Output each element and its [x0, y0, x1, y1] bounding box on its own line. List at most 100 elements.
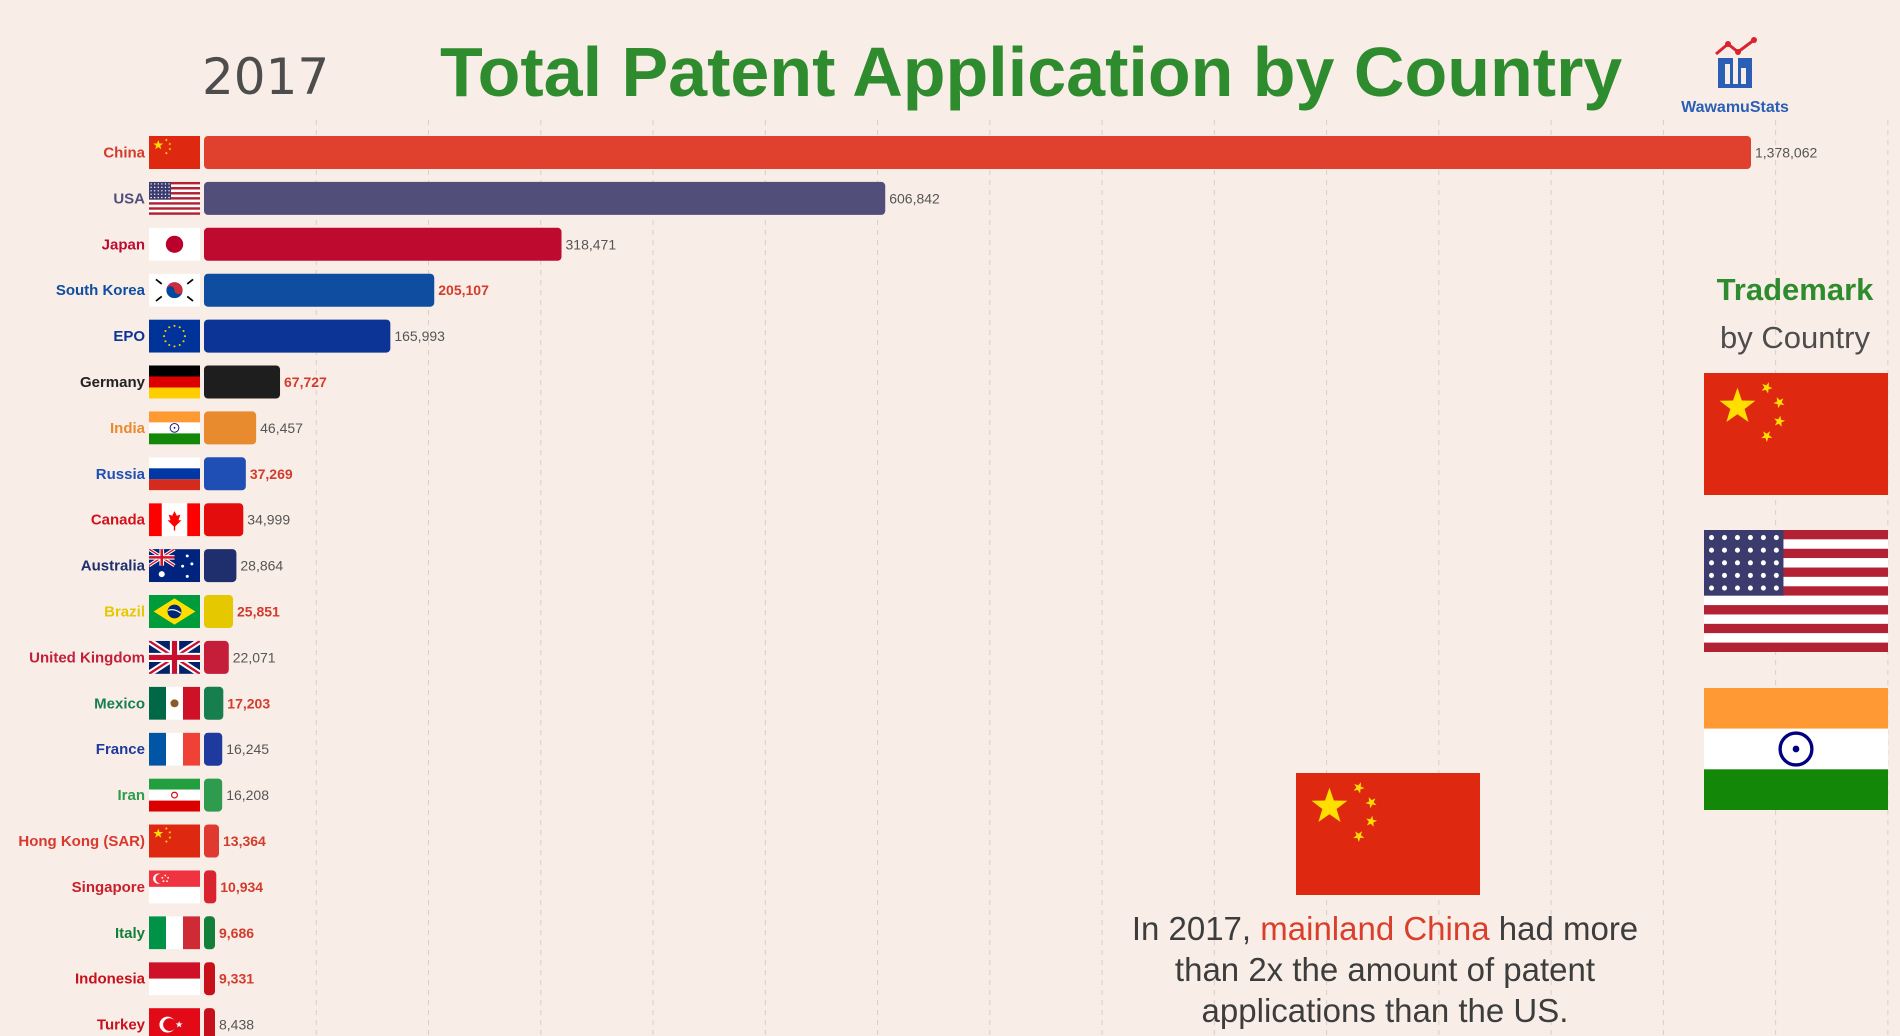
flag-canada-icon: [149, 503, 200, 537]
annotation-caption: In 2017, mainland China had more than 2x…: [1120, 908, 1650, 1031]
value-label: 165,993: [394, 328, 445, 344]
flag-russia-icon: [149, 457, 200, 491]
sidebar-flag-china: [1704, 373, 1888, 495]
value-label: 9,331: [219, 971, 254, 987]
bar-row: Canada 34,999: [91, 503, 290, 537]
year-label: 2017: [202, 48, 330, 106]
category-label: Brazil: [104, 604, 145, 621]
category-label: EPO: [113, 328, 145, 345]
bar: [204, 1008, 215, 1036]
bar: [204, 365, 281, 399]
category-label: Japan: [102, 236, 145, 253]
bar: [204, 549, 237, 583]
bar-row: Mexico 17,203: [94, 686, 270, 720]
flag-france-icon: [149, 732, 200, 766]
bar-row: Hong Kong (SAR) 13,364: [18, 824, 266, 858]
bar: [204, 778, 223, 812]
value-label: 25,851: [237, 604, 280, 620]
bar: [204, 411, 257, 445]
flag-germany-icon: [149, 365, 200, 399]
category-label: Turkey: [97, 1017, 146, 1034]
flag-iran-icon: [149, 778, 200, 812]
category-label: Italy: [115, 925, 146, 942]
value-label: 16,245: [226, 741, 269, 757]
bar: [204, 824, 220, 858]
value-label: 13,364: [223, 833, 266, 849]
value-label: 10,934: [220, 879, 263, 895]
value-label: 28,864: [240, 558, 283, 574]
bar-row: Turkey 8,438: [97, 1008, 254, 1036]
category-label: Singapore: [72, 879, 145, 896]
bar: [204, 962, 215, 996]
bar-row: Australia 28,864: [81, 549, 283, 583]
value-label: 16,208: [226, 787, 269, 803]
category-label: Indonesia: [75, 971, 146, 988]
caption-text-before: In 2017,: [1131, 910, 1261, 947]
bar-row: South Korea 205,107: [56, 273, 489, 307]
bar: [204, 916, 215, 950]
logo: WawamuStats: [1670, 36, 1800, 117]
bar: [204, 181, 886, 215]
sidebar-flag-usa: [1704, 530, 1888, 652]
logo-chart-icon: [1715, 37, 1757, 88]
bar: [204, 870, 217, 904]
bar-row: China 1,378,062: [103, 136, 1817, 169]
flag-mexico-icon: [149, 686, 200, 720]
flag-epo-icon: [149, 319, 200, 353]
category-label: United Kingdom: [29, 649, 145, 666]
category-label: South Korea: [56, 282, 146, 299]
annotation-flag-china: [1296, 773, 1480, 895]
bar-row: Russia 37,269: [96, 457, 293, 491]
category-label: Mexico: [94, 695, 145, 712]
value-label: 318,471: [566, 236, 617, 252]
category-label: Hong Kong (SAR): [18, 833, 145, 850]
flag-singapore-icon: [149, 870, 200, 904]
bar-row: Indonesia 9,331: [75, 962, 254, 996]
sidebar-flag-india: [1704, 688, 1888, 810]
category-label: France: [96, 741, 145, 758]
flag-usa-icon: [149, 181, 200, 215]
caption-text-after: had more than 2x the amount of patent ap…: [1174, 910, 1639, 1029]
sidebar-title-line1: Trademark: [1716, 272, 1874, 307]
chart-title: Total Patent Application by Country: [440, 33, 1623, 111]
flag-brazil-icon: [149, 595, 200, 628]
value-label: 46,457: [260, 420, 303, 436]
bar: [204, 686, 224, 720]
bar-row: Singapore 10,934: [72, 870, 263, 904]
bar: [204, 503, 244, 537]
value-label: 37,269: [250, 466, 293, 482]
bar: [204, 457, 246, 491]
value-label: 9,686: [219, 925, 254, 941]
bar-row: Germany 67,727: [80, 365, 327, 399]
flag-turkey-icon: [149, 1008, 200, 1036]
bar: [204, 273, 435, 307]
flag-italy-icon: [149, 916, 200, 950]
flag-china-icon: [149, 136, 200, 169]
category-label: Iran: [117, 787, 145, 804]
sidebar-title-line2: by Country: [1720, 320, 1870, 355]
category-label: Australia: [81, 558, 146, 575]
category-label: USA: [113, 190, 145, 207]
caption-highlight: mainland China: [1260, 910, 1490, 947]
category-label: India: [110, 420, 146, 437]
category-label: Germany: [80, 374, 146, 391]
bar: [204, 136, 1751, 169]
flag-india-icon: [149, 411, 200, 445]
value-label: 606,842: [889, 190, 940, 206]
logo-text: WawamuStats: [1681, 99, 1789, 116]
bar-row: India 46,457: [110, 411, 303, 445]
flag-south-korea-icon: [149, 273, 200, 307]
bar: [204, 227, 562, 261]
bar-row: France 16,245: [96, 732, 269, 766]
bar-row: United Kingdom 22,071: [29, 640, 276, 674]
value-label: 22,071: [233, 649, 276, 665]
bar-row: EPO 165,993: [113, 319, 445, 353]
value-label: 67,727: [284, 374, 327, 390]
bar-row: USA 606,842: [113, 181, 940, 215]
bar: [204, 640, 229, 674]
bar: [204, 595, 234, 628]
value-label: 34,999: [247, 512, 290, 528]
value-label: 1,378,062: [1755, 145, 1817, 161]
bar: [204, 732, 223, 766]
